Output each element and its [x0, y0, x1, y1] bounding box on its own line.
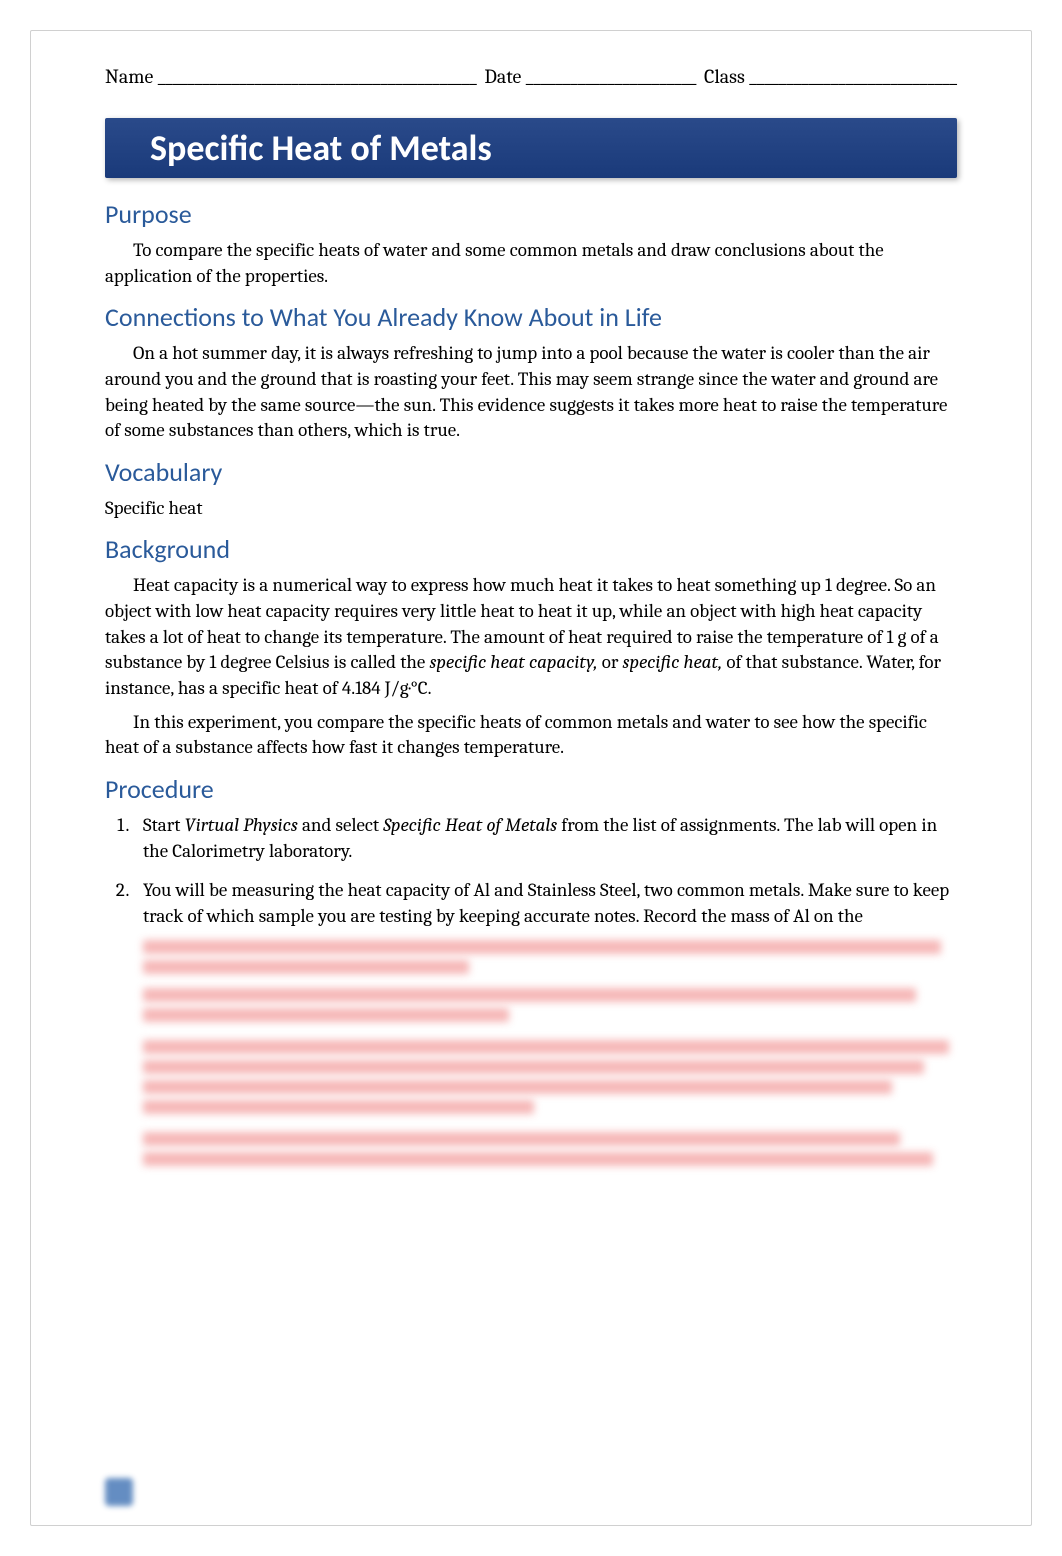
blurred-content: [143, 1060, 924, 1074]
background-heading: Background: [105, 533, 957, 565]
blurred-content: [143, 1040, 949, 1054]
connections-heading: Connections to What You Already Know Abo…: [105, 301, 957, 333]
title-banner: Specific Heat of Metals: [105, 118, 957, 178]
proc1-text2: and select: [298, 814, 383, 836]
footer-badge-icon: [105, 1478, 133, 1506]
proc1-italic2: Specific Heat of Metals: [383, 814, 557, 836]
background-para2: In this experiment, you compare the spec…: [105, 710, 957, 761]
blurred-content: [143, 1080, 892, 1094]
blurred-content: [143, 1008, 509, 1022]
page-title: Specific Heat of Metals: [150, 126, 942, 170]
blurred-content: [143, 960, 469, 974]
procedure-item-2: You will be measuring the heat capacity …: [133, 878, 957, 973]
blurred-procedure-items: [105, 988, 957, 1166]
blurred-content: [143, 940, 941, 954]
vocabulary-term: Specific heat: [105, 496, 957, 522]
proc1-text1: Start: [143, 814, 185, 836]
bg-p1-italic1: specific heat capacity,: [429, 651, 597, 673]
blurred-item-4: [143, 1040, 957, 1114]
proc1-italic1: Virtual Physics: [185, 814, 298, 836]
header-fields: Name ___________________________________…: [105, 65, 957, 88]
date-field: Date _______________________: [484, 65, 696, 88]
blurred-content: [143, 1100, 534, 1114]
procedure-item-1: Start Virtual Physics and select Specifi…: [133, 813, 957, 864]
procedure-heading: Procedure: [105, 773, 957, 805]
proc2-text: You will be measuring the heat capacity …: [143, 879, 949, 927]
name-field: Name ___________________________________…: [105, 65, 477, 88]
blurred-content: [143, 1132, 900, 1146]
vocabulary-heading: Vocabulary: [105, 456, 957, 488]
class-field: Class ____________________________: [704, 65, 957, 88]
blurred-item-3: [143, 988, 957, 1022]
bg-p1-text2: or: [598, 651, 623, 673]
blurred-item-5: [143, 1132, 957, 1166]
background-para1: Heat capacity is a numerical way to expr…: [105, 573, 957, 701]
blurred-content: [143, 988, 916, 1002]
procedure-list: Start Virtual Physics and select Specifi…: [105, 813, 957, 974]
connections-text: On a hot summer day, it is always refres…: [105, 341, 957, 444]
bg-p1-italic2: specific heat,: [623, 651, 723, 673]
page-content: Name ___________________________________…: [50, 40, 1012, 1166]
purpose-heading: Purpose: [105, 198, 957, 230]
blurred-content: [143, 1152, 933, 1166]
purpose-text: To compare the specific heats of water a…: [105, 238, 957, 289]
